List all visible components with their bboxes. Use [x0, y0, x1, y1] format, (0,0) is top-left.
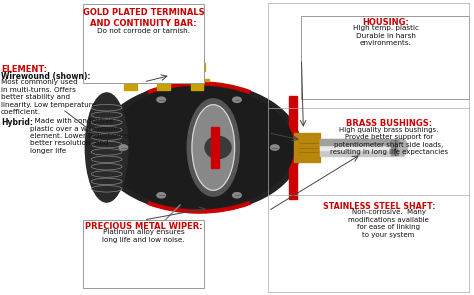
Text: Made with conductive
plastic over a wirewound
element. Lower inductance,
better : Made with conductive plastic over a wire… [30, 118, 131, 154]
Text: STAINLESS STEEL SHAFT:: STAINLESS STEEL SHAFT: [323, 202, 436, 211]
Bar [211, 127, 219, 168]
Bar [294, 133, 320, 162]
Ellipse shape [205, 136, 231, 159]
Circle shape [233, 97, 241, 102]
Bar [155, 63, 172, 71]
Bar [124, 65, 137, 90]
Text: BRASS BUSHINGS:: BRASS BUSHINGS: [346, 119, 432, 129]
Text: Most commonly used
in multi-turns. Offers
better stability and
linearity. Low te: Most commonly used in multi-turns. Offer… [1, 79, 96, 115]
Bar [289, 96, 297, 199]
Circle shape [233, 193, 241, 198]
Ellipse shape [85, 93, 128, 202]
Ellipse shape [187, 99, 239, 196]
Text: Wirewound (shown):: Wirewound (shown): [1, 72, 91, 81]
Ellipse shape [161, 65, 166, 69]
FancyBboxPatch shape [83, 220, 204, 288]
Bar [101, 96, 109, 199]
Ellipse shape [128, 65, 133, 69]
Text: Platinum alloy ensures
long life and low noise.: Platinum alloy ensures long life and low… [102, 229, 185, 243]
Ellipse shape [97, 83, 301, 212]
Text: Hybrid:: Hybrid: [1, 118, 33, 127]
Bar [320, 145, 403, 150]
Ellipse shape [194, 65, 200, 69]
Bar [188, 63, 205, 71]
Text: Do not corrode or tarnish.: Do not corrode or tarnish. [97, 28, 190, 34]
Bar [122, 63, 139, 71]
Circle shape [119, 145, 128, 150]
Ellipse shape [192, 105, 235, 190]
Ellipse shape [399, 139, 407, 156]
Text: ELEMENT:: ELEMENT: [1, 65, 47, 74]
FancyBboxPatch shape [301, 16, 469, 99]
Bar [191, 65, 203, 90]
Text: GOLD PLATED TERMINALS
AND CONTINUITY BAR:: GOLD PLATED TERMINALS AND CONTINUITY BAR… [83, 8, 204, 28]
Text: High temp. plastic
Durable in harsh
environments.: High temp. plastic Durable in harsh envi… [353, 25, 419, 46]
FancyBboxPatch shape [83, 4, 204, 83]
Bar [320, 139, 403, 156]
Text: PRECIOUS METAL WIPER:: PRECIOUS METAL WIPER: [85, 222, 202, 231]
Circle shape [157, 97, 165, 102]
Text: HOUSING:: HOUSING: [363, 18, 409, 27]
Ellipse shape [104, 87, 294, 208]
Text: High quality brass bushings.
Provde better support for
potentiometer shaft side : High quality brass bushings. Provde bett… [329, 127, 448, 155]
Circle shape [271, 145, 279, 150]
Bar [157, 65, 170, 90]
Bar [130, 79, 209, 81]
Text: Non-corrosive.  Many
modifications available
for ease of linking
to your system: Non-corrosive. Many modifications availa… [348, 209, 429, 238]
Circle shape [157, 193, 165, 198]
Bar [391, 140, 398, 155]
Bar [320, 139, 403, 145]
